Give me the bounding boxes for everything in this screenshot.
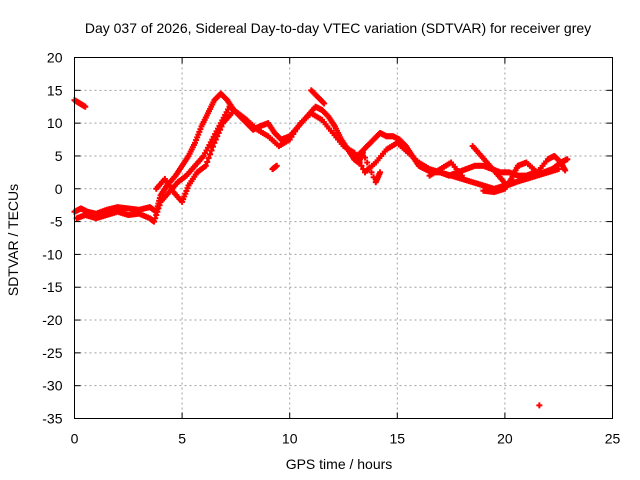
data-point (377, 169, 384, 176)
data-point (155, 205, 162, 212)
data-point (362, 154, 369, 161)
x-tick-label: 10 (282, 431, 298, 447)
data-point (512, 179, 519, 186)
data-point (359, 149, 366, 156)
data-point (214, 133, 221, 140)
y-tick-label: 10 (47, 115, 63, 131)
data-point (152, 215, 159, 222)
y-tick-label: -10 (42, 246, 62, 262)
x-tick-label: 0 (71, 431, 79, 447)
axis-ticks: 0 5 10 15 20 25 20 15 10 5 0 -5 -10 -15 -20 -25 -30 -35 (42, 50, 620, 447)
y-axis-label: SDTVAR / TECUs (5, 184, 21, 296)
chart-title: Day 037 of 2026, Sidereal Day-to-day VTE… (85, 20, 591, 36)
data-point (536, 402, 543, 409)
data-point (204, 158, 211, 165)
data-point (211, 139, 218, 146)
data-point (208, 147, 215, 154)
data-point (154, 208, 161, 215)
plot-frame (74, 57, 613, 419)
data-points (71, 87, 571, 409)
x-tick-label: 5 (178, 431, 186, 447)
y-tick-label: -35 (42, 411, 62, 427)
data-point (358, 162, 365, 169)
data-point (458, 172, 465, 179)
y-tick-label: 15 (47, 82, 63, 98)
data-point (562, 167, 569, 174)
data-point (360, 166, 367, 173)
y-tick-label: 5 (55, 148, 63, 164)
data-point (209, 143, 216, 150)
data-point (218, 123, 225, 130)
x-tick-label: 20 (497, 431, 513, 447)
grid (74, 57, 613, 419)
data-point (156, 202, 163, 209)
y-tick-label: 0 (55, 181, 63, 197)
series-band-a (71, 90, 571, 217)
x-tick-label: 15 (390, 431, 406, 447)
series-band-c (153, 110, 543, 409)
data-point (151, 218, 158, 225)
y-tick-label: -5 (50, 214, 63, 230)
data-point (321, 100, 328, 107)
data-point (215, 129, 222, 136)
data-point (217, 126, 224, 133)
y-tick-label: 20 (47, 50, 63, 66)
data-point (207, 151, 214, 158)
x-axis-label: GPS time / hours (286, 456, 393, 472)
series-band-d (71, 87, 569, 196)
data-point (82, 103, 89, 110)
y-tick-label: -15 (42, 279, 62, 295)
y-tick-label: -30 (42, 378, 62, 394)
data-point (366, 164, 373, 171)
data-point (364, 159, 371, 166)
data-point (368, 169, 375, 176)
data-point (205, 155, 212, 162)
x-tick-label: 25 (605, 431, 621, 447)
data-point (228, 110, 235, 117)
data-point (212, 136, 219, 143)
data-point (555, 166, 562, 173)
data-point (564, 156, 571, 163)
data-point (153, 212, 160, 219)
data-point (273, 162, 280, 169)
data-point (202, 162, 209, 169)
y-tick-label: -20 (42, 312, 62, 328)
data-point (351, 149, 358, 156)
y-tick-label: -25 (42, 345, 62, 361)
